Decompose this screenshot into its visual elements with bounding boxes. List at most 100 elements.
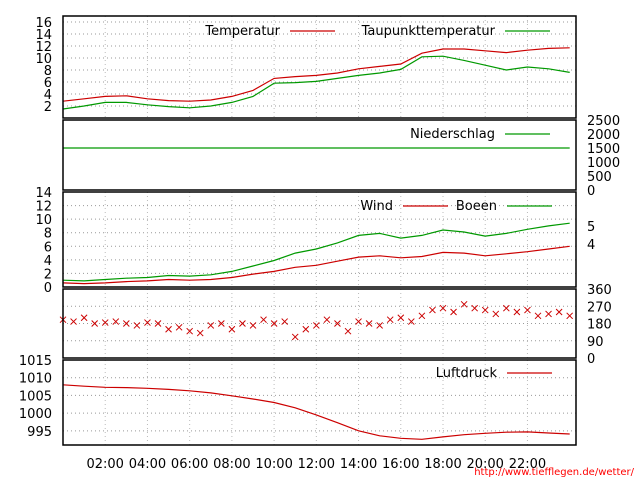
data-point	[281, 318, 289, 325]
y-tick-label: 2000	[587, 128, 620, 143]
panel-5: Luftdruck 995 1000 1005 1010 1015	[19, 354, 577, 446]
y-tick-label: 995	[27, 425, 52, 440]
data-point	[429, 306, 436, 314]
data-point	[534, 312, 542, 320]
data-point	[450, 308, 457, 316]
y-tick-label: 8	[44, 227, 52, 242]
legend-label: Temperatur	[204, 24, 280, 39]
data-point	[344, 327, 352, 335]
x-tick-label: 06:00	[171, 457, 208, 472]
y-tick-label: 6	[44, 76, 52, 91]
data-point	[175, 323, 183, 331]
y-tick-label: 8	[44, 64, 52, 79]
y-tick-label: 1010	[19, 372, 52, 387]
legend-label: Taupunkttemperatur	[361, 24, 496, 39]
x-tick-label: 08:00	[213, 457, 250, 472]
data-point	[323, 316, 331, 324]
data-point	[144, 319, 151, 326]
legend-label: Boeen	[456, 199, 497, 214]
x-tick-label: 02:00	[86, 457, 123, 472]
data-point	[165, 325, 172, 333]
data-point	[524, 306, 531, 314]
data-point	[492, 310, 500, 318]
data-point	[471, 304, 479, 312]
y-tick-label: 0	[44, 281, 52, 296]
x-tick-label: 20:00	[466, 457, 503, 472]
data-point	[365, 320, 373, 327]
y-tick-label: 1005	[19, 389, 52, 404]
y-tick-label: 12	[35, 40, 52, 55]
y-tick-label: 1500	[587, 142, 620, 157]
data-point	[260, 316, 267, 324]
y-tick-label: 10	[35, 52, 52, 67]
data-point	[70, 318, 77, 325]
y-tick-label: 1000	[19, 407, 52, 422]
data-point	[513, 308, 521, 316]
y-tick-label: 4	[44, 88, 52, 103]
data-point	[386, 316, 394, 324]
x-tick-label: 12:00	[298, 457, 335, 472]
data-point	[312, 322, 320, 329]
panel-frame	[62, 191, 577, 288]
data-point	[302, 325, 310, 333]
y-tick-label: 90	[587, 335, 604, 350]
y-tick-label: 16	[35, 16, 52, 31]
data-point	[91, 320, 99, 327]
data-point	[481, 306, 489, 314]
y-tick-label: 12	[35, 200, 52, 215]
panel-frame	[62, 119, 577, 191]
y-tick-label: 5	[587, 220, 595, 235]
y-tick-label: 500	[587, 170, 612, 185]
data-point	[207, 322, 215, 329]
y-tick-label: 4	[44, 254, 52, 269]
data-point	[196, 329, 204, 337]
data-point	[239, 320, 246, 327]
data-point	[101, 319, 109, 326]
panel-frame	[62, 288, 577, 359]
data-point	[133, 322, 141, 329]
series-line	[62, 245, 570, 285]
data-point	[249, 322, 257, 329]
series-line	[62, 384, 570, 440]
data-point	[502, 304, 510, 312]
data-point	[270, 320, 278, 327]
panel-frame	[62, 359, 577, 446]
data-point	[555, 308, 563, 316]
y-tick-label: 0	[587, 184, 595, 199]
data-point	[460, 300, 468, 308]
y-tick-label: 6	[44, 240, 52, 255]
y-tick-label: 1000	[587, 156, 620, 171]
panel-frame	[62, 15, 577, 119]
y-tick-label: 14	[35, 186, 52, 201]
x-tick-label: 22:00	[509, 457, 546, 472]
y-tick-label: 2	[44, 100, 52, 115]
legend-label: Wind	[360, 199, 393, 214]
y-tick-label: 4	[587, 238, 595, 253]
data-point	[186, 327, 194, 335]
data-point	[566, 312, 574, 320]
x-tick-label: 14:00	[340, 457, 377, 472]
y-tick-label: 2	[44, 267, 52, 282]
data-point	[80, 314, 88, 322]
series-line	[62, 55, 570, 110]
data-point	[122, 320, 130, 327]
y-tick-label: 10	[35, 213, 52, 228]
y-tick-label: 2500	[587, 114, 620, 129]
data-point	[112, 318, 120, 325]
source-url: http://www.tiefflegen.de/wetter/	[474, 467, 634, 478]
series-line	[62, 222, 570, 282]
data-point	[376, 322, 384, 329]
panel-4: 0 90 180 270 360	[59, 283, 612, 367]
y-tick-label: 360	[587, 283, 612, 298]
data-point	[545, 310, 552, 318]
data-point	[407, 318, 415, 325]
data-point	[334, 320, 341, 327]
y-tick-label: 180	[587, 318, 612, 333]
data-point	[397, 314, 405, 322]
data-point	[418, 312, 426, 320]
y-tick-label: 0	[587, 352, 595, 367]
